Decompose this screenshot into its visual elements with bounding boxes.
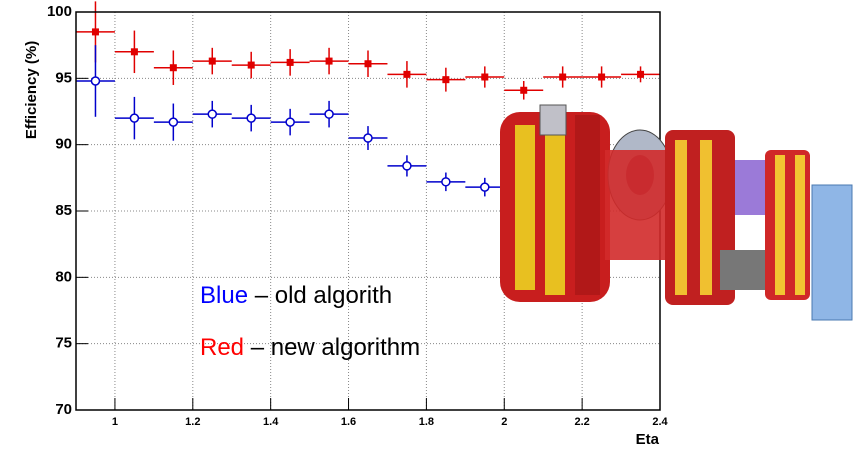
x-tick-label: 1.2 — [185, 416, 200, 428]
point — [169, 64, 177, 72]
annotation-part: – new algorithm — [244, 334, 420, 361]
point — [441, 177, 451, 187]
point — [481, 73, 489, 81]
x-tick-label: 2.4 — [652, 416, 668, 428]
point — [246, 113, 256, 123]
point — [480, 182, 490, 192]
x-tick-label: 2 — [501, 416, 507, 428]
detector-image — [500, 104, 853, 321]
y-tick-label: 95 — [55, 69, 72, 86]
x-tick-label: 1 — [112, 416, 118, 428]
x-tick-label: 2.2 — [574, 416, 589, 428]
point — [286, 58, 294, 66]
point — [442, 76, 450, 84]
y-tick-label: 80 — [55, 268, 72, 285]
point — [403, 70, 411, 78]
point — [363, 133, 373, 143]
y-tick-label: 100 — [47, 3, 72, 20]
point — [598, 73, 606, 81]
y-tick-label: 70 — [55, 401, 72, 418]
point — [402, 161, 412, 171]
x-tick-label: 1.8 — [419, 416, 434, 428]
marks — [76, 1, 660, 197]
y-axis-label: Efficiency (%) — [23, 41, 40, 139]
point — [559, 73, 567, 81]
x-tick-label: 1.6 — [341, 416, 356, 428]
point — [207, 109, 218, 119]
y-tick-label: 85 — [55, 202, 72, 219]
annotation: Blue – old algorith — [200, 282, 392, 309]
point — [285, 117, 295, 127]
point — [168, 117, 179, 127]
point — [130, 48, 138, 56]
annotation: Red – new algorithm — [200, 334, 420, 361]
x-axis-label: Eta — [636, 431, 660, 448]
point — [91, 28, 99, 36]
y-tick-label: 90 — [55, 136, 72, 153]
annotation-part: Blue — [200, 282, 248, 309]
point — [637, 70, 645, 78]
point — [325, 57, 333, 65]
point — [90, 76, 101, 86]
x-tick-label: 1.4 — [263, 416, 279, 428]
point — [520, 86, 528, 94]
annotation-part: – old algorith — [248, 282, 392, 309]
y-tick-label: 75 — [55, 335, 72, 352]
point — [247, 61, 255, 69]
point — [364, 60, 372, 68]
point — [324, 109, 334, 119]
point — [129, 113, 140, 123]
annotation-part: Red — [200, 334, 244, 361]
point — [208, 57, 216, 65]
